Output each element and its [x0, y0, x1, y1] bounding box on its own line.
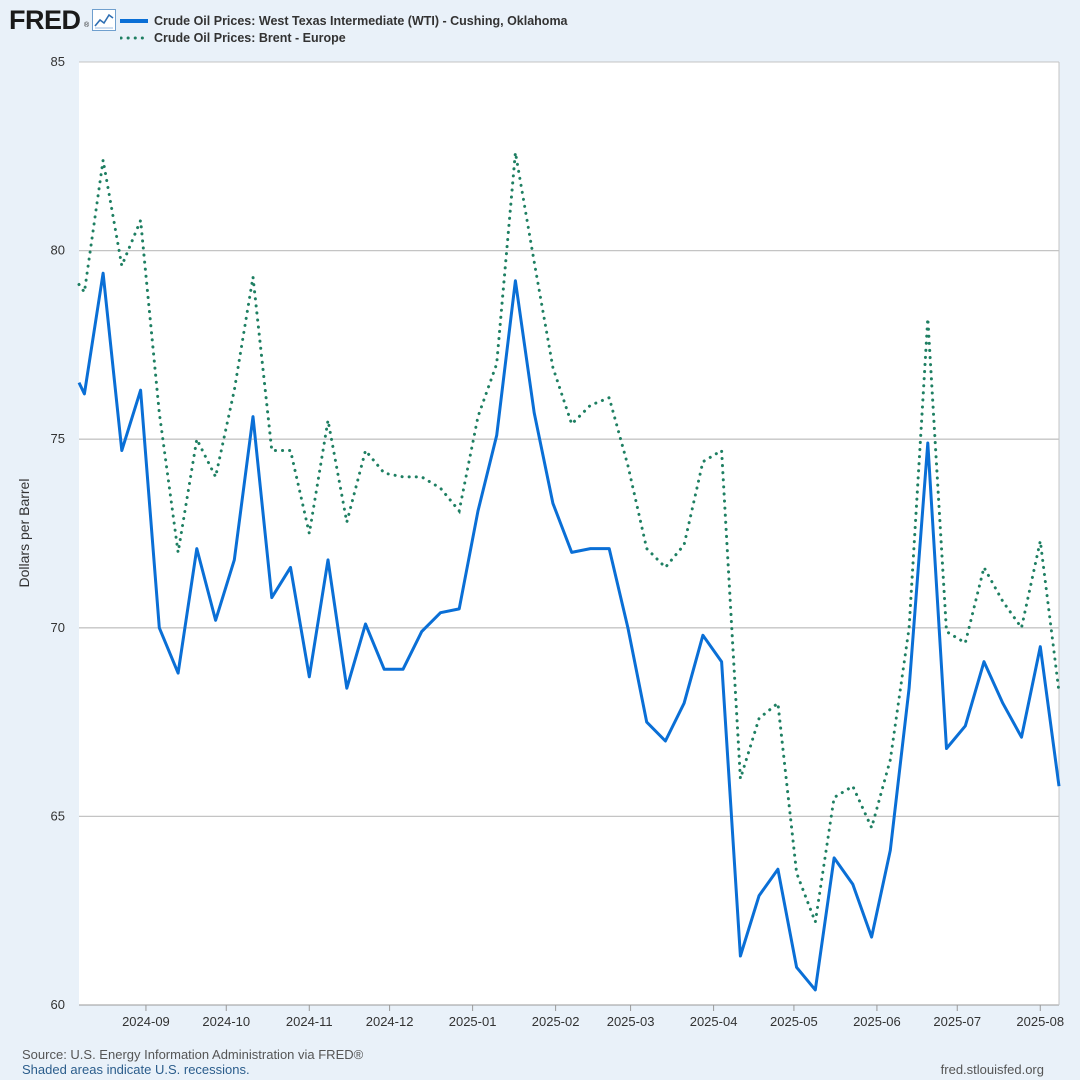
legend-swatch-wti [120, 19, 148, 23]
plot-area [79, 62, 1059, 1005]
x-tick-label: 2025-04 [690, 1014, 738, 1029]
x-tick-label: 2024-10 [202, 1014, 250, 1029]
x-tick-label: 2024-11 [286, 1014, 333, 1029]
footer-recession-note: Shaded areas indicate U.S. recessions. [22, 1062, 250, 1077]
legend-label-wti: Crude Oil Prices: West Texas Intermediat… [154, 14, 568, 28]
legend-swatch-brent [120, 36, 148, 40]
x-tick-label: 2024-09 [122, 1014, 170, 1029]
x-tick-label: 2025-01 [449, 1014, 497, 1029]
x-axis-ticks: 2024-09 2024-10 2024-11 2024-12 2025-01 2025-… [122, 1005, 1064, 1029]
x-tick-label: 2025-06 [853, 1014, 901, 1029]
x-tick-label: 2025-05 [770, 1014, 818, 1029]
y-tick-label: 85 [51, 54, 65, 69]
legend-label-brent: Crude Oil Prices: Brent - Europe [154, 31, 346, 45]
fred-logo-registered-mark: ® [84, 22, 90, 29]
x-tick-label: 2025-08 [1016, 1014, 1064, 1029]
y-tick-label: 70 [51, 620, 65, 635]
series-line-brent[interactable] [77, 152, 1061, 928]
x-tick-label: 2024-12 [366, 1014, 414, 1029]
footer-site-link[interactable]: fred.stlouisfed.org [940, 1062, 1044, 1077]
y-tick-label: 60 [51, 997, 65, 1012]
line-graph-icon [92, 9, 116, 31]
y-axis-title: Dollars per Barrel [16, 479, 32, 588]
y-tick-label: 65 [51, 808, 65, 823]
x-tick-label: 2025-02 [532, 1014, 580, 1029]
y-tick-label: 80 [51, 243, 65, 258]
y-tick-label: 75 [51, 431, 65, 446]
legend-item-wti[interactable]: Crude Oil Prices: West Texas Intermediat… [120, 12, 568, 30]
chart-header: FRED ® Crude Oil Prices: West Texas Inte… [0, 0, 1080, 56]
legend-item-brent[interactable]: Crude Oil Prices: Brent - Europe [120, 29, 346, 47]
footer-source: Source: U.S. Energy Information Administ… [22, 1047, 364, 1062]
line-chart: 60 65 70 75 80 85 2024-09 2024-10 2024-11 2024-1… [16, 54, 1064, 1029]
x-tick-label: 2025-03 [607, 1014, 655, 1029]
x-tick-label: 2025-07 [933, 1014, 981, 1029]
fred-logo[interactable]: FRED [9, 5, 81, 35]
y-axis-ticks: 60 65 70 75 80 85 [51, 54, 65, 1012]
series-line-wti[interactable] [77, 271, 1061, 992]
